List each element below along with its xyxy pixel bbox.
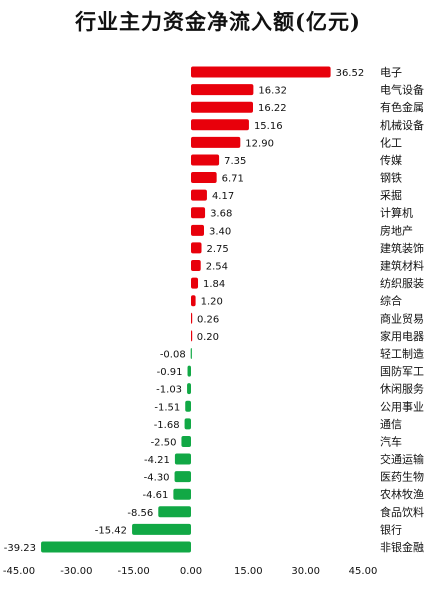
bar-11 [191, 260, 201, 272]
value-label-5: 7.35 [224, 156, 246, 167]
value-label-26: -15.42 [95, 525, 127, 536]
category-label-7: 采掘 [380, 188, 402, 202]
value-label-15: 0.20 [197, 332, 219, 343]
bar-22 [174, 453, 191, 465]
category-label-16: 轻工制造 [380, 346, 424, 360]
category-label-10: 建筑装饰 [380, 241, 424, 255]
bar-14 [191, 312, 193, 324]
bar-17 [187, 365, 191, 377]
labels-layer: 36.52 电子 16.32 电气设备 16.22 有色金属 15.16 机械设备 12.90 化… [4, 66, 424, 554]
bar-25 [158, 506, 191, 518]
value-label-27: -39.23 [4, 543, 36, 554]
value-label-10: 2.75 [207, 244, 229, 255]
category-label-5: 传媒 [380, 154, 402, 167]
category-label-9: 房地产 [380, 223, 413, 237]
category-label-25: 食品饮料 [380, 505, 424, 519]
bar-20 [184, 418, 191, 430]
x-tick-label-0: -45.00 [3, 566, 35, 577]
value-label-16: -0.08 [160, 349, 186, 360]
bar-4 [191, 136, 241, 148]
x-tick-label-4: 15.00 [234, 566, 263, 577]
category-label-17: 国防军工 [380, 364, 424, 378]
value-label-24: -4.61 [143, 490, 169, 501]
category-label-8: 计算机 [380, 206, 413, 220]
category-label-6: 钢铁 [380, 172, 402, 185]
value-label-21: -2.50 [151, 437, 177, 448]
bar-12 [191, 277, 199, 289]
value-label-3: 15.16 [254, 121, 283, 132]
bar-10 [191, 242, 202, 254]
value-label-25: -8.56 [127, 508, 153, 519]
category-label-2: 有色金属 [380, 100, 424, 114]
bar-6 [191, 172, 217, 184]
category-label-12: 纺织服装 [380, 276, 424, 290]
bar-7 [191, 189, 207, 201]
value-label-1: 16.32 [258, 86, 287, 97]
x-tick-label-6: 45.00 [349, 566, 378, 577]
value-label-7: 4.17 [212, 191, 234, 202]
bar-19 [185, 400, 191, 412]
category-label-27: 非银金融 [380, 540, 424, 554]
value-label-17: -0.91 [157, 367, 183, 378]
bar-27 [41, 541, 191, 553]
chart-title: 行业主力资金净流入额(亿元) [75, 9, 361, 34]
category-label-14: 商业贸易 [380, 311, 424, 325]
bar-16 [190, 347, 192, 359]
bars-layer [41, 66, 331, 553]
bar-13 [191, 295, 196, 307]
category-label-22: 交通运输 [380, 452, 424, 466]
category-label-3: 机械设备 [380, 118, 424, 132]
value-label-11: 2.54 [206, 262, 228, 273]
value-label-6: 6.71 [222, 174, 244, 185]
category-label-4: 化工 [380, 135, 402, 149]
category-label-26: 银行 [380, 522, 402, 536]
bar-1 [191, 84, 254, 96]
bar-21 [181, 435, 191, 447]
value-label-2: 16.22 [258, 103, 287, 114]
bar-3 [191, 119, 249, 131]
bar-2 [191, 101, 253, 113]
value-label-4: 12.90 [245, 138, 274, 149]
category-label-15: 家用电器 [380, 329, 424, 343]
bar-9 [191, 224, 204, 236]
x-axis: -45.00 -30.00 -15.00 0.00 15.00 30.00 45.00 [3, 566, 377, 577]
bar-26 [132, 523, 191, 535]
x-tick-label-5: 30.00 [291, 566, 320, 577]
category-label-19: 公用事业 [380, 400, 424, 413]
value-label-8: 3.68 [210, 209, 232, 220]
category-label-13: 综合 [380, 294, 402, 308]
bar-18 [187, 383, 191, 395]
value-label-19: -1.51 [154, 402, 180, 413]
value-label-14: 0.26 [197, 314, 219, 325]
category-label-11: 建筑材料 [380, 259, 424, 273]
value-label-22: -4.21 [144, 455, 170, 466]
value-label-18: -1.03 [156, 385, 182, 396]
x-tick-label-3: 0.00 [180, 566, 202, 577]
value-label-23: -4.30 [144, 473, 170, 484]
bar-8 [191, 207, 206, 219]
bar-24 [173, 488, 191, 500]
value-label-0: 36.52 [336, 68, 365, 79]
value-label-20: -1.68 [154, 420, 180, 431]
bar-0 [191, 66, 331, 78]
category-label-23: 医药生物 [380, 470, 424, 484]
bar-15 [191, 330, 193, 342]
bar-23 [174, 471, 191, 483]
category-label-18: 休闲服务 [380, 382, 424, 396]
x-tick-label-2: -15.00 [118, 566, 150, 577]
category-label-0: 电子 [380, 66, 402, 79]
category-label-24: 农林牧渔 [380, 487, 424, 501]
category-label-20: 通信 [380, 418, 402, 431]
category-label-1: 电气设备 [380, 83, 424, 97]
bar-5 [191, 154, 220, 166]
value-label-9: 3.40 [209, 226, 231, 237]
value-label-13: 1.20 [201, 297, 223, 308]
x-tick-label-1: -30.00 [60, 566, 92, 577]
category-label-21: 汽车 [380, 434, 402, 448]
value-label-12: 1.84 [203, 279, 225, 290]
